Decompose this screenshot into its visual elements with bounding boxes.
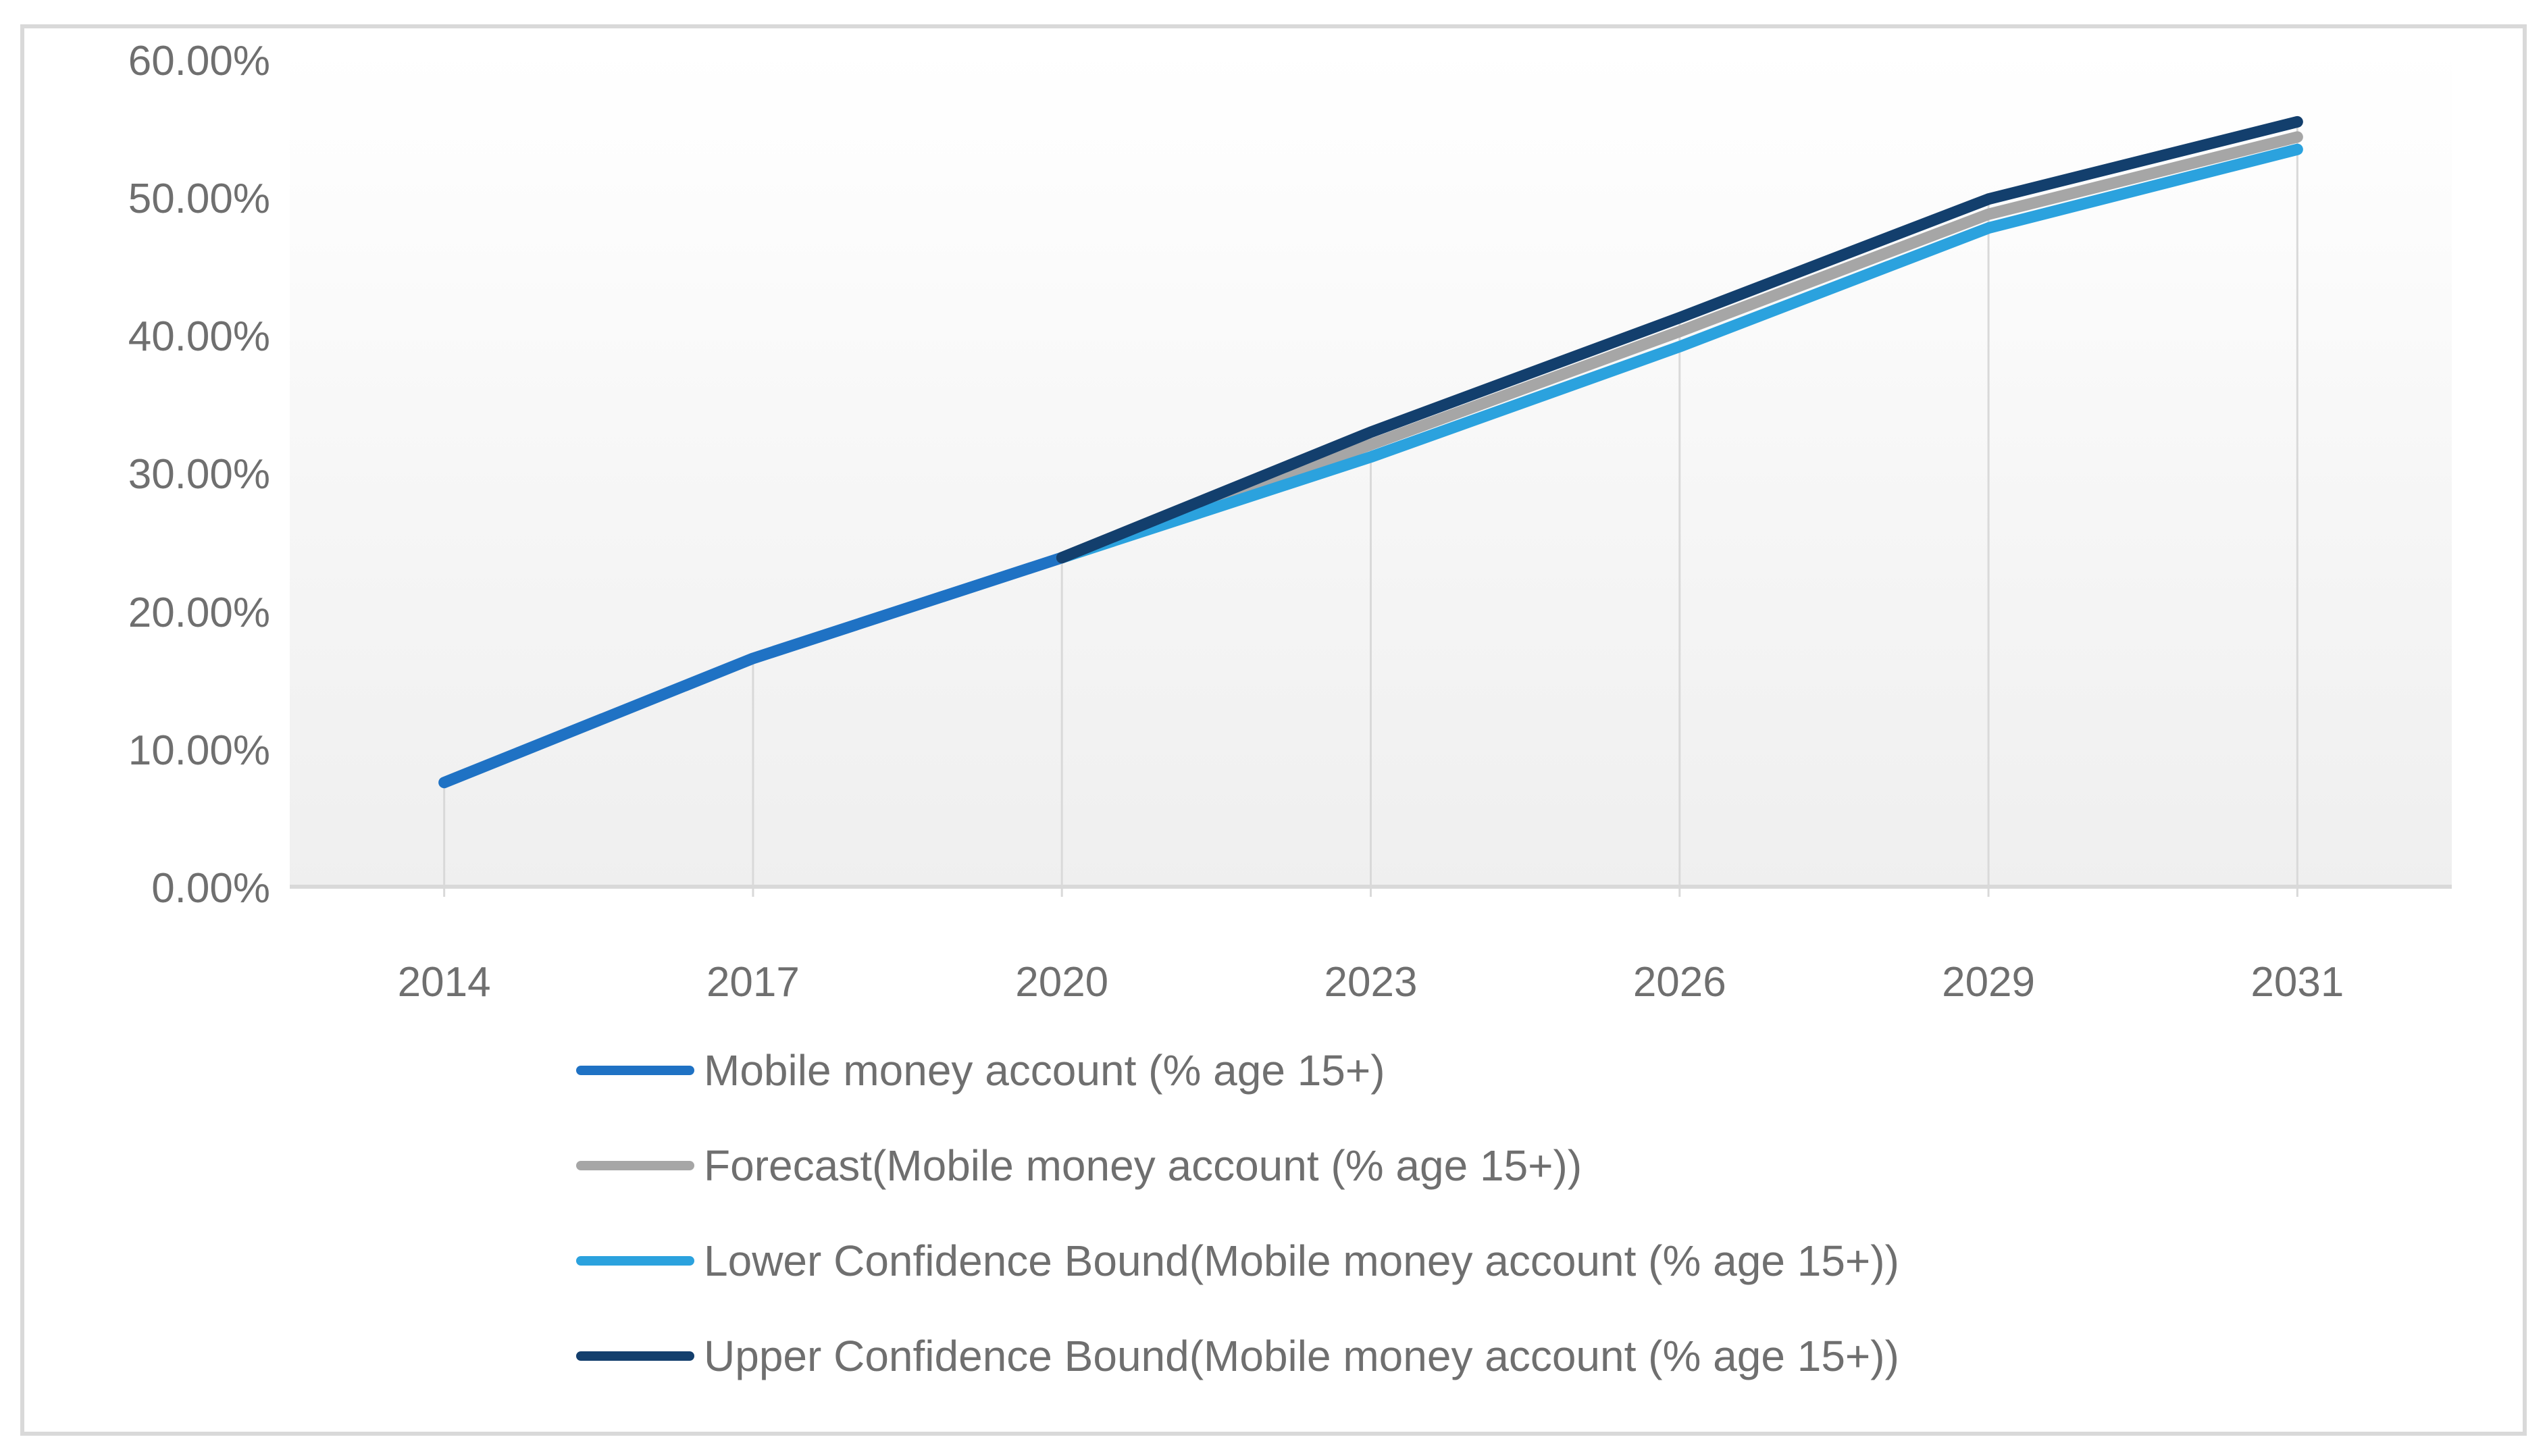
legend-swatch bbox=[576, 1256, 694, 1266]
series-line bbox=[438, 552, 1068, 789]
y-axis-tick-label: 30.00% bbox=[128, 451, 270, 498]
x-axis-tick-label: 2023 bbox=[1324, 959, 1418, 1006]
legend-swatch bbox=[576, 1351, 694, 1361]
series-line bbox=[1056, 115, 2303, 564]
x-axis-tick-label: 2029 bbox=[1942, 959, 2036, 1006]
legend-item-label: Lower Confidence Bound(Mobile money acco… bbox=[704, 1237, 1899, 1285]
legend-item: Mobile money account (% age 15+) bbox=[576, 1043, 1385, 1097]
x-axis-tick-label: 2014 bbox=[397, 959, 491, 1006]
legend-item-label: Forecast(Mobile money account (% age 15+… bbox=[704, 1141, 1583, 1190]
y-axis-tick-label: 40.00% bbox=[128, 313, 270, 360]
y-axis-tick-label: 0.00% bbox=[151, 865, 270, 912]
legend-swatch bbox=[576, 1066, 694, 1075]
legend-swatch bbox=[576, 1161, 694, 1170]
legend-item: Forecast(Mobile money account (% age 15+… bbox=[576, 1139, 1582, 1193]
legend-item: Lower Confidence Bound(Mobile money acco… bbox=[576, 1234, 1899, 1288]
y-axis-tick-label: 60.00% bbox=[128, 37, 270, 84]
x-axis-tick-label: 2026 bbox=[1632, 959, 1726, 1006]
legend-item-label: Mobile money account (% age 15+) bbox=[704, 1046, 1385, 1095]
y-axis-tick-label: 20.00% bbox=[128, 589, 270, 636]
line-chart-plot bbox=[290, 115, 2452, 897]
x-axis-tick-label: 2017 bbox=[706, 959, 800, 1006]
y-axis-tick-label: 10.00% bbox=[128, 727, 270, 774]
legend-item-label: Upper Confidence Bound(Mobile money acco… bbox=[704, 1332, 1899, 1380]
x-axis-tick-label: 2031 bbox=[2250, 959, 2344, 1006]
series-line bbox=[1056, 143, 2303, 564]
legend-item: Upper Confidence Bound(Mobile money acco… bbox=[576, 1329, 1899, 1383]
x-axis-tick-label: 2020 bbox=[1015, 959, 1109, 1006]
series-line bbox=[1056, 131, 2303, 564]
y-axis-tick-label: 50.00% bbox=[128, 175, 270, 222]
